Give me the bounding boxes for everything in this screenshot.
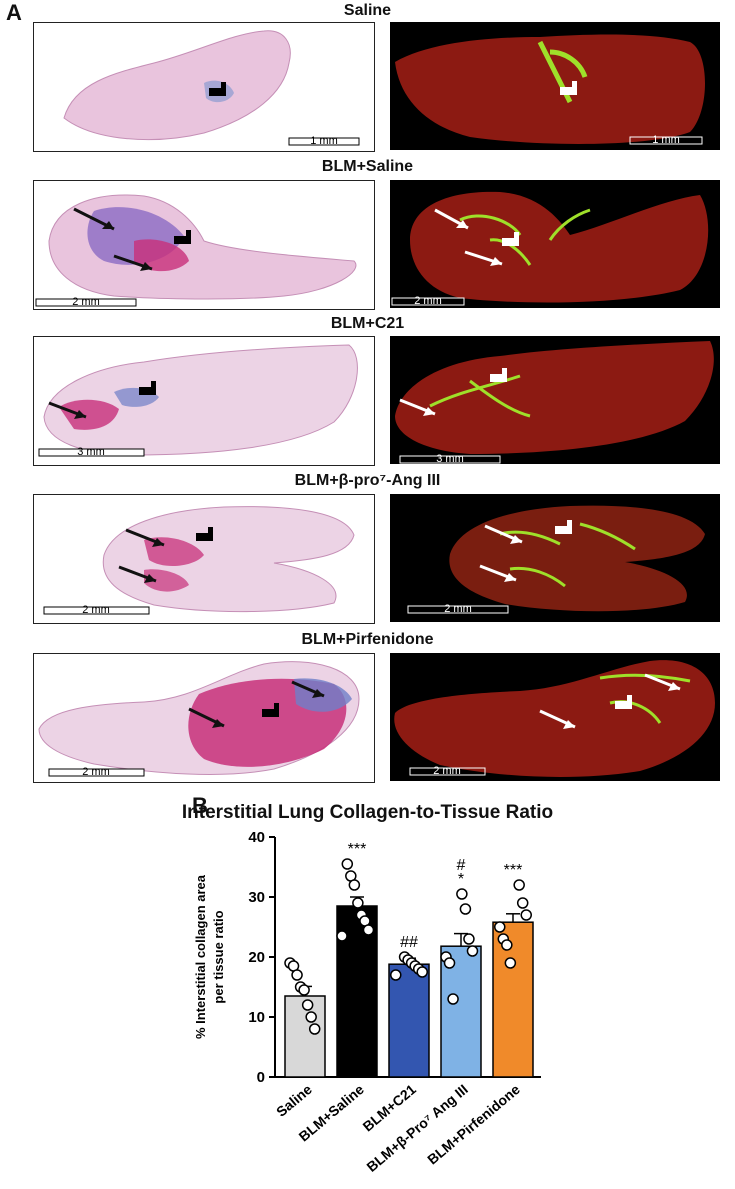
significance-annotation: *** [348,841,367,858]
row-title-blm-c21: BLM+C21 [330,315,405,332]
x-tick-label-3: BLM+β-Pro⁷ Ang III [363,1081,471,1175]
data-point [301,999,314,1011]
significance-annotation: * [458,871,464,888]
y-axis-label: % Interstitial collagen area per tissue r… [193,874,226,1039]
row-title-blm-saline: BLM+Saline [321,158,414,175]
x-tick-label-4: BLM+Pirfenidone [424,1081,523,1168]
data-point [463,933,475,945]
scale-bar-label: 2 mm [82,604,110,616]
scale-bar-label: 2 mm [72,296,100,308]
x-tick-label-0: Saline [273,1081,315,1120]
significance-annotation: # [457,857,466,874]
bar-2 [388,963,430,1078]
data-point [362,924,375,936]
data-point [516,897,529,909]
trichrome-image-blm-saline: 2 mm [33,180,375,310]
bar-4 [492,921,534,1078]
y-tick-label: 20 [248,949,265,966]
data-point [501,939,513,951]
scale-bar-label: 3 mm [436,453,464,464]
y-tick-label: 10 [248,1009,265,1026]
data-point [416,966,428,978]
data-point [513,879,525,891]
data-point [305,1011,317,1023]
row-title-saline: Saline [343,2,392,19]
fluorescence-image-blm-beta-pro7: 2 mm [390,494,720,622]
data-point [308,1023,321,1035]
data-point [298,984,310,996]
data-point [291,969,303,981]
trichrome-image-blm-pirfenidone: 2 mm [33,653,375,783]
chart-title: Interstitial Lung Collagen-to-Tissue Rat… [181,802,554,823]
y-tick-label: 0 [257,1069,265,1086]
scale-bar-label: 2 mm [444,603,472,615]
scale-bar-label: 2 mm [82,766,110,778]
data-point [459,903,472,915]
y-tick-label: 40 [248,829,265,846]
data-point [443,957,456,969]
significance-annotation: *** [504,862,523,879]
data-point [466,945,479,957]
data-point [447,993,459,1005]
data-point [341,858,354,870]
scale-bar-label: 2 mm [414,295,442,307]
fluorescence-image-blm-pirfenidone: 2 mm [390,653,720,781]
data-point [456,888,468,900]
scale-bar-label: 3 mm [77,446,105,458]
fluorescence-image-saline: 1 mm [390,22,720,150]
trichrome-image-blm-c21: 3 mm [33,336,375,466]
fluorescence-image-blm-c21: 3 mm [390,336,720,464]
trichrome-image-saline: 1 mm [33,22,375,152]
row-title-blm-pirfenidone: BLM+Pirfenidone [301,631,434,648]
data-point [352,897,364,909]
scale-bar-label: 1 mm [652,134,680,146]
data-point [504,957,517,969]
scale-bar-label: 2 mm [433,765,461,777]
data-point [494,921,506,933]
data-point [348,879,361,891]
data-point [390,969,402,981]
data-point [336,930,348,942]
data-point [520,909,532,921]
panel-a-label: A [6,0,22,25]
bar-chart: 0 10 20 30 40 % Interstitial collagen area per… [193,829,541,1175]
row-title-blm-beta-pro7: BLM+β-pro⁷-Ang III [294,472,441,489]
y-tick-label: 30 [248,889,265,906]
scale-bar-label: 1 mm [310,135,338,147]
panel-b-label: B [192,793,208,818]
trichrome-image-blm-beta-pro7: 2 mm [33,494,375,624]
fluorescence-image-blm-saline: 2 mm [390,180,720,308]
significance-annotation: ## [400,934,418,951]
